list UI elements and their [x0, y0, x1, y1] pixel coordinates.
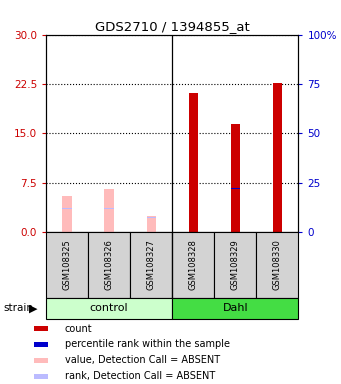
Bar [172, 298, 298, 319]
Bar [104, 189, 114, 232]
Bar [34, 342, 48, 347]
Bar [46, 298, 172, 319]
Bar [214, 232, 256, 298]
Text: GSM108327: GSM108327 [147, 240, 156, 290]
Bar [172, 232, 214, 298]
Bar [34, 358, 48, 363]
Text: GSM108329: GSM108329 [231, 240, 240, 290]
Bar [130, 232, 172, 298]
Text: percentile rank within the sample: percentile rank within the sample [65, 339, 230, 349]
Text: rank, Detection Call = ABSENT: rank, Detection Call = ABSENT [65, 371, 215, 381]
Title: GDS2710 / 1394855_at: GDS2710 / 1394855_at [95, 20, 250, 33]
Text: control: control [90, 303, 129, 313]
Text: value, Detection Call = ABSENT: value, Detection Call = ABSENT [65, 355, 220, 365]
Bar [62, 196, 72, 232]
Text: GSM108326: GSM108326 [105, 240, 114, 290]
Bar [273, 175, 282, 176]
Bar [147, 217, 156, 218]
Bar [231, 124, 240, 232]
Text: strain: strain [3, 303, 33, 313]
Bar [273, 83, 282, 232]
Text: Dahl: Dahl [222, 303, 248, 313]
Bar [88, 232, 130, 298]
Bar [62, 208, 72, 209]
Bar [256, 232, 298, 298]
Text: count: count [65, 324, 92, 334]
Bar [189, 93, 198, 232]
Bar [34, 326, 48, 331]
Text: GSM108330: GSM108330 [273, 240, 282, 290]
Text: GSM108325: GSM108325 [62, 240, 72, 290]
Text: GSM108328: GSM108328 [189, 240, 198, 290]
Bar [147, 216, 156, 232]
Bar [34, 374, 48, 379]
Text: ▶: ▶ [29, 303, 38, 313]
Bar [46, 232, 88, 298]
Bar [104, 208, 114, 209]
